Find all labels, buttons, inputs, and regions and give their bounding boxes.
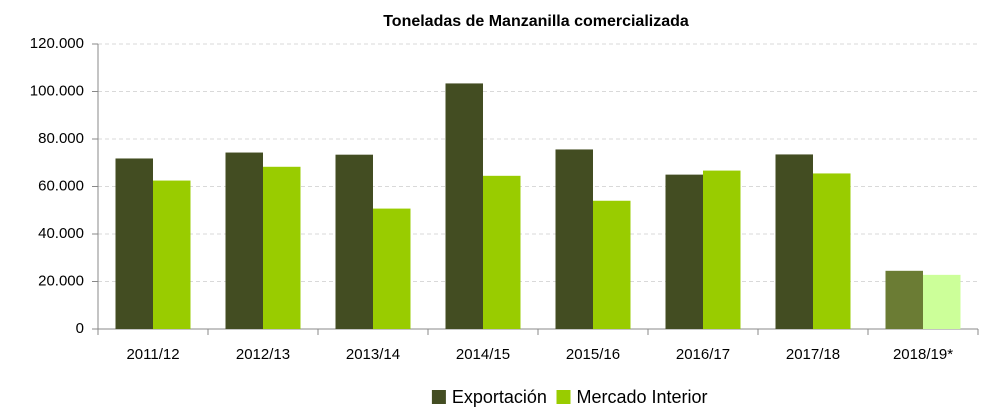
legend-swatch <box>556 390 571 404</box>
y-tick-label: 20.000 <box>38 272 84 289</box>
bar <box>885 270 923 329</box>
x-tick-label: 2015/16 <box>566 346 620 363</box>
bar <box>153 180 191 329</box>
bar <box>813 173 851 329</box>
bar <box>923 274 961 329</box>
bar <box>445 83 483 329</box>
bar <box>483 175 521 329</box>
y-tick-label: 0 <box>76 320 84 337</box>
bar <box>555 149 593 329</box>
bar <box>775 154 813 329</box>
y-tick-label: 80.000 <box>38 130 84 147</box>
bar <box>593 200 631 329</box>
chart-title: Toneladas de Manzanilla comercializada <box>383 13 689 30</box>
x-tick-label: 2017/18 <box>786 346 840 363</box>
bar <box>373 208 411 329</box>
x-tick-label: 2013/14 <box>346 346 400 363</box>
bar <box>115 158 153 329</box>
bar <box>225 152 263 329</box>
x-tick-label: 2012/13 <box>236 346 290 363</box>
x-tick-label: 2016/17 <box>676 346 730 363</box>
x-tick-label: 2011/12 <box>126 346 179 363</box>
legend-label: Exportación <box>452 387 547 407</box>
bar <box>263 166 301 329</box>
x-tick-label: 2014/15 <box>456 346 510 363</box>
legend-swatch <box>431 390 446 404</box>
bar <box>335 154 373 329</box>
legend-label: Mercado Interior <box>577 387 708 407</box>
y-tick-label: 120.000 <box>30 35 84 52</box>
bar <box>703 170 741 329</box>
y-tick-label: 60.000 <box>38 177 84 194</box>
y-tick-label: 40.000 <box>38 225 84 242</box>
y-tick-label: 100.000 <box>30 82 84 99</box>
x-tick-label: 2018/19* <box>893 346 953 363</box>
bar <box>665 174 703 329</box>
